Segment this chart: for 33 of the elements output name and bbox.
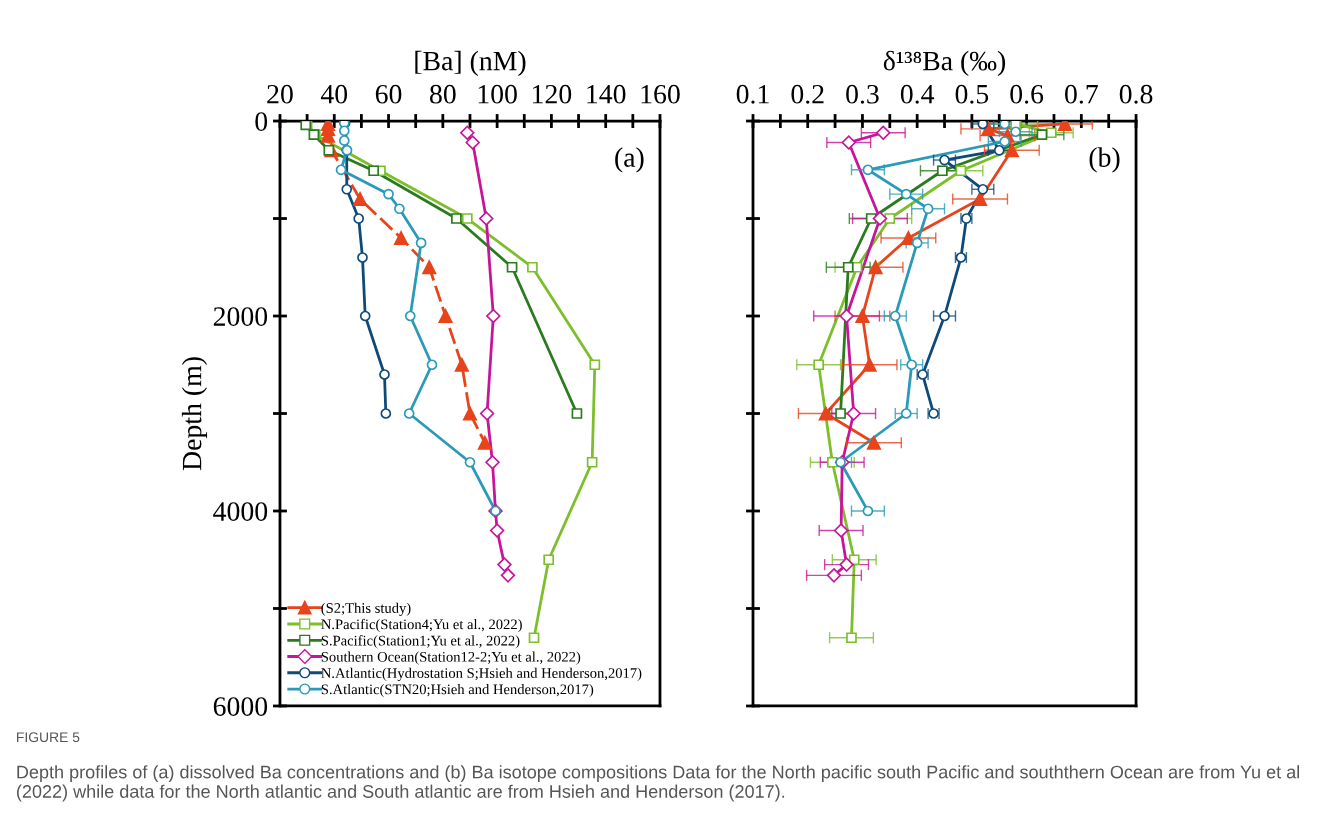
x-tick-label: 60 bbox=[375, 84, 402, 104]
x-tick-label: 0.1 bbox=[736, 84, 769, 104]
y-tick-label: 0 bbox=[255, 112, 268, 131]
x-tick-label: 160 bbox=[641, 84, 680, 104]
x-tick-label: 120 bbox=[533, 84, 572, 104]
x-tick-label: 0.4 bbox=[900, 84, 935, 104]
x-tick-label: 0.3 bbox=[846, 84, 879, 104]
legend-label: N.Atlantic(Hydrostation S;Hsieh and Henderson,2017) bbox=[321, 667, 642, 681]
annotation: (a) bbox=[615, 147, 644, 173]
x-tick-label: 80 bbox=[430, 84, 456, 104]
legend-label: N.Pacific(Station4;Yu et al., 2022) bbox=[321, 618, 522, 633]
x-tick-label: 0.2 bbox=[791, 84, 824, 104]
y-tick-label: 6000 bbox=[213, 697, 268, 716]
x-tick-label: 0.6 bbox=[1010, 84, 1044, 104]
x-tick-label: 0.7 bbox=[1065, 84, 1098, 104]
legend-label: Southern Ocean(Station12-2;Yu et al., 2022) bbox=[321, 651, 581, 665]
x-tick-label: 0.5 bbox=[955, 84, 989, 104]
legend-label: S.Atlantic(STN20;Hsieh and Henderson,2017) bbox=[321, 684, 594, 698]
caption: FIGURE 5 bbox=[17, 732, 80, 743]
y-tick-label: 4000 bbox=[213, 502, 268, 521]
x-axis-title: [Ba] (nM) bbox=[415, 50, 526, 77]
annotation: (b) bbox=[1089, 147, 1120, 173]
x-tick-label: 0.8 bbox=[1119, 84, 1153, 104]
x-tick-label: 100 bbox=[478, 84, 517, 104]
legend-label: S.Pacific(Station1;Yu et al., 2022) bbox=[321, 635, 520, 649]
x-tick-label: 140 bbox=[587, 84, 626, 104]
x-tick-label: 40 bbox=[320, 84, 348, 104]
text: Depth profiles of (a) dissolved Ba concentrations and (b) Ba isotope compositions Data for the North pacific south Pacific and souththern Ocean are from Yu et al (2022) while data for the North atlantic and South atlantic are from Hsieh and Henderson (2017). bbox=[17, 765, 1300, 802]
y-axis-title: Depth (m) bbox=[181, 357, 208, 471]
legend-label: (S2;This study) bbox=[321, 602, 411, 616]
x-axis-title: δ¹³⁸Ba (‰) bbox=[883, 50, 1006, 77]
x-tick-label: 20 bbox=[267, 84, 293, 104]
y-tick-label: 2000 bbox=[213, 307, 268, 326]
